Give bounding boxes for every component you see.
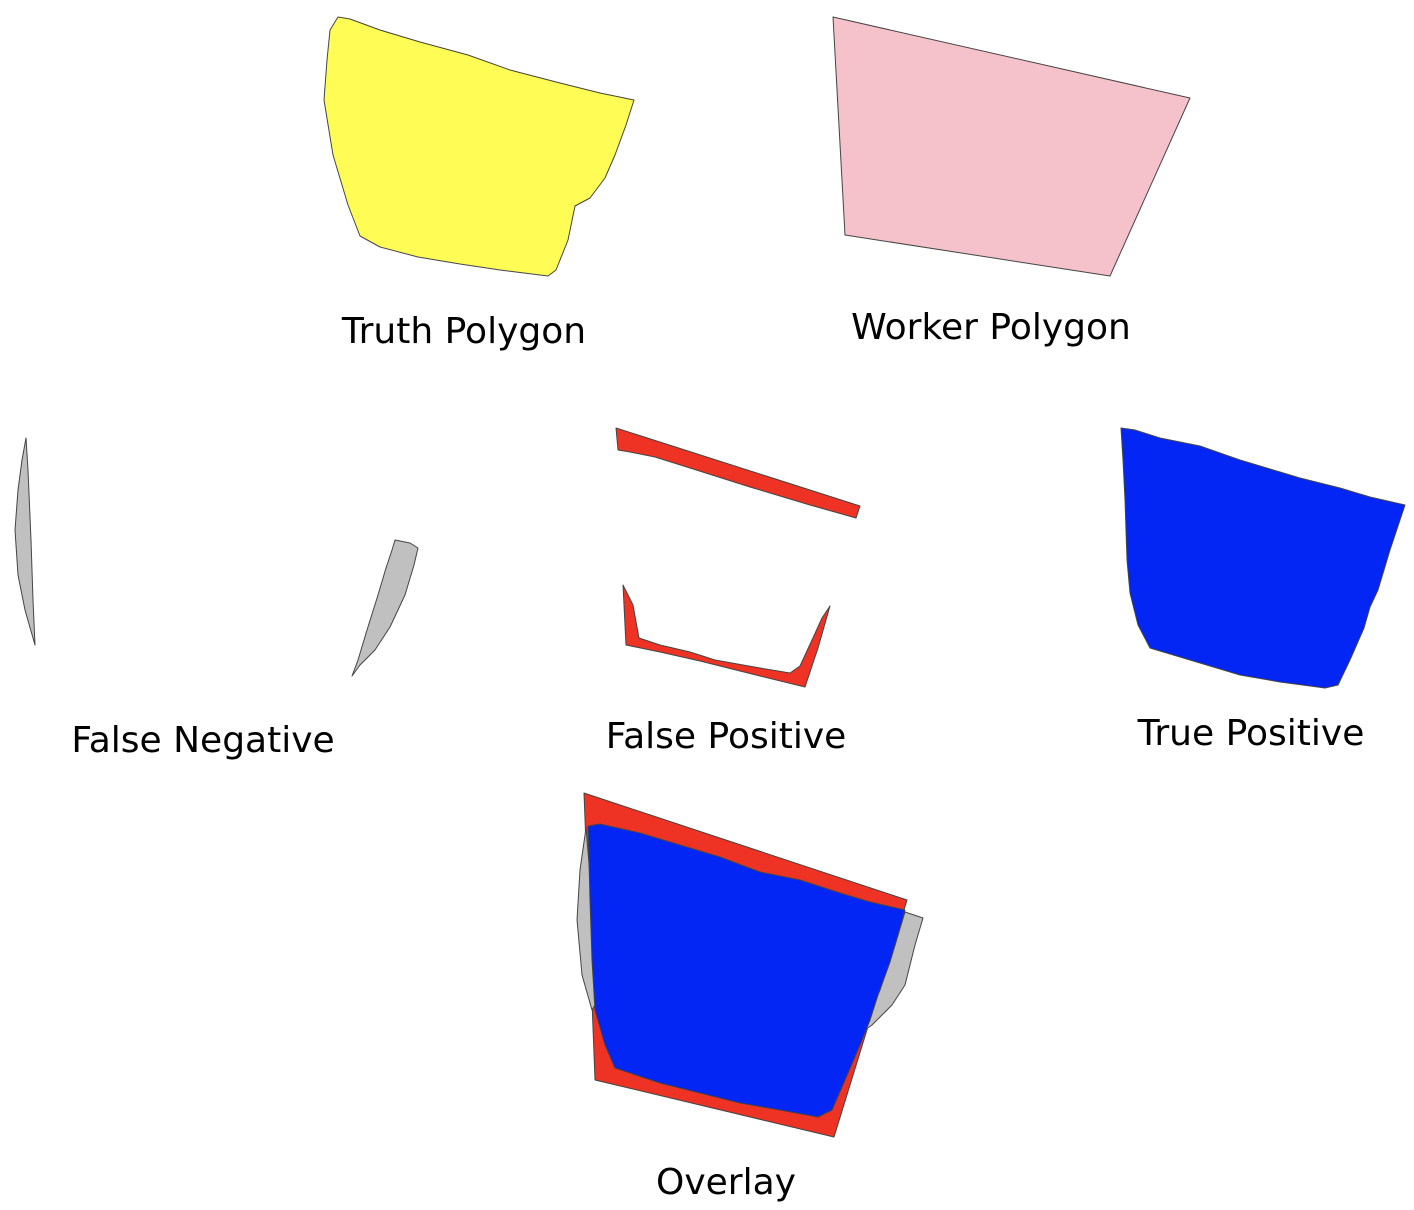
overlay-true-positive-layer [587, 823, 906, 1118]
worker-polygon-shape [832, 16, 1191, 277]
overlay-label: Overlay [656, 1162, 796, 1203]
false-positive-bottom-strip [622, 584, 831, 688]
false-positive-label: False Positive [605, 716, 847, 757]
false-positive-top-strip [615, 427, 861, 519]
false-negative-right-sliver [351, 539, 419, 677]
worker-polygon-label: Worker Polygon [851, 307, 1131, 348]
true-positive-label: True Positive [1137, 713, 1365, 754]
true-positive-shape [1120, 427, 1406, 689]
overlay-group [576, 792, 924, 1138]
truth-polygon-label: Truth Polygon [341, 311, 587, 352]
truth-polygon-shape [323, 16, 635, 277]
false-negative-left-sliver [14, 437, 36, 646]
false-negative-label: False Negative [71, 720, 335, 761]
